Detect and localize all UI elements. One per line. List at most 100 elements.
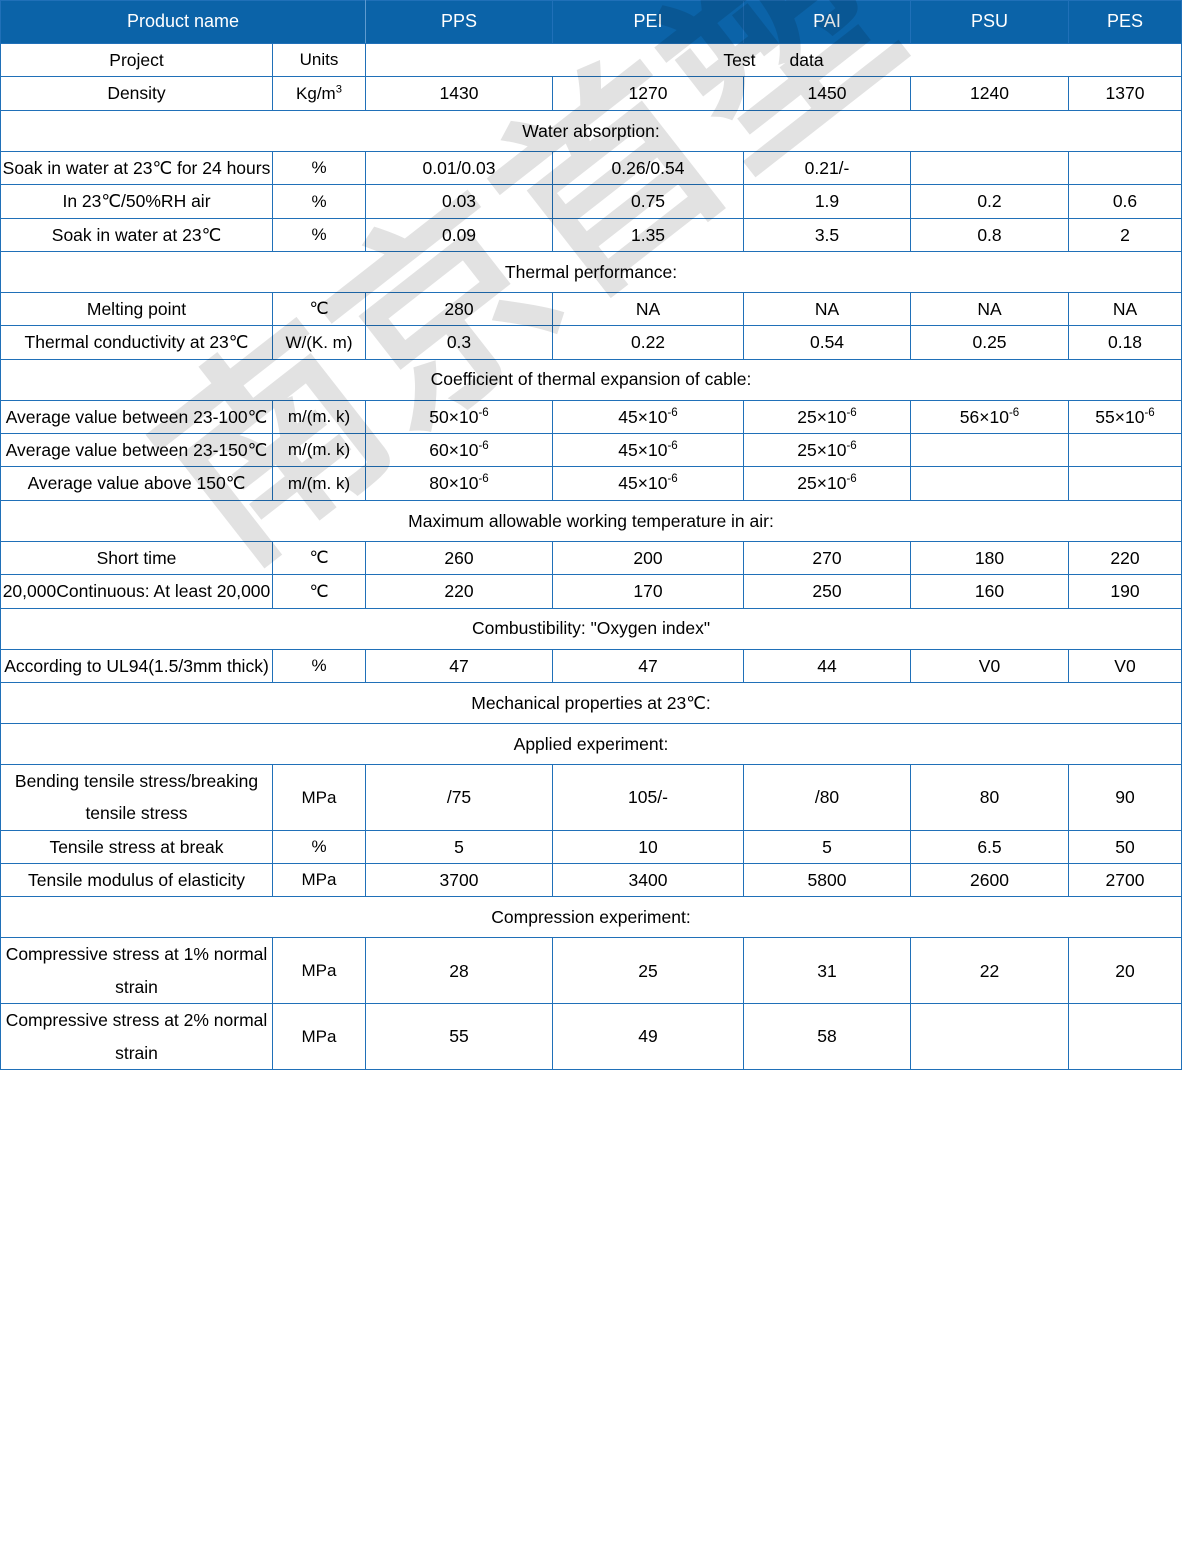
row-value-pei: 170 xyxy=(552,574,744,609)
row-value-pes: 90 xyxy=(1068,763,1182,831)
row-value-pps: 50×10-6 xyxy=(365,399,553,435)
row-value-pes: 20 xyxy=(1068,937,1182,1005)
row-label: Density xyxy=(0,76,273,111)
row-value-psu: 0.25 xyxy=(910,325,1069,360)
row-value-psu xyxy=(910,466,1069,501)
row-value-pps: 0.09 xyxy=(365,217,553,252)
row-value-pps: 28 xyxy=(365,937,553,1005)
row-value-pes xyxy=(1068,466,1182,501)
section-header-row: Mechanical properties at 23℃: xyxy=(0,681,1182,724)
row-value-pai: 0.54 xyxy=(743,325,911,360)
row-value-pes: 1370 xyxy=(1068,76,1182,111)
row-value-pai: /80 xyxy=(743,763,911,831)
subheader-project: Project xyxy=(0,42,273,78)
row-label: Tensile modulus of elasticity xyxy=(0,862,273,898)
table-row: Thermal conductivity at 23℃ W/(K. m) 0.3 0.… xyxy=(0,325,1182,360)
row-unit: MPa xyxy=(272,937,366,1005)
section-header-label: Coefficient of thermal expansion of cabl… xyxy=(0,358,1182,401)
table-row: 20,000Continuous: At least 20,000 ℃ 220 170… xyxy=(0,574,1182,609)
section-header-label: Water absorption: xyxy=(0,109,1182,152)
row-value-psu xyxy=(910,150,1069,186)
row-label: In 23℃/50%RH air xyxy=(0,184,273,219)
row-value-psu: 80 xyxy=(910,763,1069,831)
subheader-row: Project Units Test data xyxy=(0,42,1182,78)
row-unit: MPa xyxy=(272,1003,366,1070)
row-value-pai: 270 xyxy=(743,540,911,576)
row-label: Soak in water at 23℃ xyxy=(0,217,273,252)
row-label: Tensile stress at break xyxy=(0,829,273,865)
header-material-psu: PSU xyxy=(910,0,1069,44)
row-value-pei: 0.22 xyxy=(552,325,744,360)
row-unit: ℃ xyxy=(272,574,366,609)
header-product-name: Product name xyxy=(0,0,366,44)
row-value-pes: 55×10-6 xyxy=(1068,399,1182,435)
row-label: Average value above 150℃ xyxy=(0,466,273,501)
row-value-psu: 160 xyxy=(910,574,1069,609)
table-row: Density Kg/m3 1430 1270 1450 1240 1370 xyxy=(0,76,1182,111)
header-row: Product name PPS PEI PAI PSU PES xyxy=(0,0,1182,44)
row-value-pps: /75 xyxy=(365,763,553,831)
row-value-pei: 3400 xyxy=(552,862,744,898)
row-unit: % xyxy=(272,648,366,683)
section-header-row: Combustibility: "Oxygen index" xyxy=(0,607,1182,650)
subheader-test-data: Test data xyxy=(365,42,1182,78)
row-unit: % xyxy=(272,829,366,865)
row-value-pai: 3.5 xyxy=(743,217,911,252)
row-value-pes: NA xyxy=(1068,291,1182,327)
table-row: Soak in water at 23℃% 0.09 1.35 3.5 0.8 2 xyxy=(0,217,1182,252)
row-value-pps: 5 xyxy=(365,829,553,865)
row-unit: ℃ xyxy=(272,540,366,576)
section-header-row: Compression experiment: xyxy=(0,896,1182,939)
table-row: Soak in water at 23℃ for 24 hours% 0.01/0… xyxy=(0,150,1182,186)
row-value-pai: 1.9 xyxy=(743,184,911,219)
row-value-pai: 0.21/- xyxy=(743,150,911,186)
row-value-pes: 190 xyxy=(1068,574,1182,609)
row-unit: ℃ xyxy=(272,291,366,327)
row-value-pei: 105/- xyxy=(552,763,744,831)
header-material-pei: PEI xyxy=(552,0,744,44)
row-value-psu xyxy=(910,1003,1069,1070)
material-spec-table: Product name PPS PEI PAI PSU PES Project… xyxy=(0,0,1182,1070)
row-label: Average value between 23-150℃ xyxy=(0,432,273,468)
table-row: Average value between 23-150℃ m/(m. k) 60×… xyxy=(0,432,1182,468)
table-row: According to UL94(1.5/3mm thick)% 47 47 44 V… xyxy=(0,648,1182,683)
section-header-label: Mechanical properties at 23℃: xyxy=(0,681,1182,724)
table-row: Average value between 23-100℃ m/(m. k) 50×… xyxy=(0,399,1182,435)
row-value-pps: 220 xyxy=(365,574,553,609)
row-value-pes: 2 xyxy=(1068,217,1182,252)
row-value-psu: 180 xyxy=(910,540,1069,576)
row-unit: % xyxy=(272,184,366,219)
section-header-row: Applied experiment: xyxy=(0,722,1182,765)
row-value-pes xyxy=(1068,150,1182,186)
row-value-pei: 200 xyxy=(552,540,744,576)
row-value-pes: V0 xyxy=(1068,648,1182,683)
row-value-pei: 47 xyxy=(552,648,744,683)
row-value-psu: NA xyxy=(910,291,1069,327)
header-material-pps: PPS xyxy=(365,0,553,44)
row-value-pes: 0.18 xyxy=(1068,325,1182,360)
row-value-pps: 280 xyxy=(365,291,553,327)
row-value-psu: 1240 xyxy=(910,76,1069,111)
section-header-row: Coefficient of thermal expansion of cabl… xyxy=(0,358,1182,401)
row-value-pai: 25×10-6 xyxy=(743,466,911,501)
row-value-pai: NA xyxy=(743,291,911,327)
row-value-pei: 45×10-6 xyxy=(552,399,744,435)
row-value-pei: 25 xyxy=(552,937,744,1005)
table-row: Compressive stress at 2% normal strain MP… xyxy=(0,1003,1182,1070)
row-value-pei: 10 xyxy=(552,829,744,865)
row-unit: % xyxy=(272,217,366,252)
row-value-pes xyxy=(1068,432,1182,468)
subheader-units: Units xyxy=(272,42,366,78)
row-unit: W/(K. m) xyxy=(272,325,366,360)
row-value-pps: 80×10-6 xyxy=(365,466,553,501)
row-value-pai: 58 xyxy=(743,1003,911,1070)
row-value-psu: 0.8 xyxy=(910,217,1069,252)
row-value-pai: 5800 xyxy=(743,862,911,898)
row-value-psu: 0.2 xyxy=(910,184,1069,219)
row-value-pps: 0.3 xyxy=(365,325,553,360)
row-value-pai: 31 xyxy=(743,937,911,1005)
table-row: Bending tensile stress/breaking tensile … xyxy=(0,763,1182,831)
table-row: Tensile modulus of elasticity MPa 3700 3400… xyxy=(0,862,1182,898)
row-value-pai: 25×10-6 xyxy=(743,432,911,468)
row-value-pai: 25×10-6 xyxy=(743,399,911,435)
